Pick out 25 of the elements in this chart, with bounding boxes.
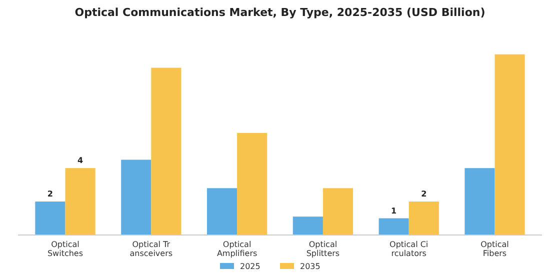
data-label: 2 xyxy=(421,190,427,199)
data-label: 4 xyxy=(77,156,84,166)
chart-title: Optical Communications Market, By Type, 2025-2035 (USD Billion) xyxy=(74,6,486,19)
bar xyxy=(151,68,182,235)
bar xyxy=(408,202,439,235)
x-tick-label: Optical Splitters xyxy=(306,240,340,258)
bar xyxy=(206,188,238,235)
data-label: 1 xyxy=(391,206,398,216)
bar xyxy=(322,188,354,235)
bar xyxy=(292,216,323,235)
legend-label: 2025 xyxy=(240,262,260,271)
bar xyxy=(65,168,96,235)
bar xyxy=(378,218,409,235)
x-tick-label: Optical Tr ansceivers xyxy=(130,240,173,258)
legend-label: 2035 xyxy=(300,262,320,271)
x-tick-label: Optical Fibers xyxy=(480,240,509,258)
x-tick-label: Optical Ci rculators xyxy=(390,240,428,258)
x-tick-label: Optical Amplifiers xyxy=(216,240,258,258)
bar xyxy=(464,168,495,235)
bar xyxy=(494,54,525,235)
data-label: 2 xyxy=(47,190,53,199)
bar xyxy=(121,160,152,235)
bar xyxy=(237,132,268,235)
bar xyxy=(35,202,66,235)
x-tick-label: Optical Switches xyxy=(47,240,84,258)
